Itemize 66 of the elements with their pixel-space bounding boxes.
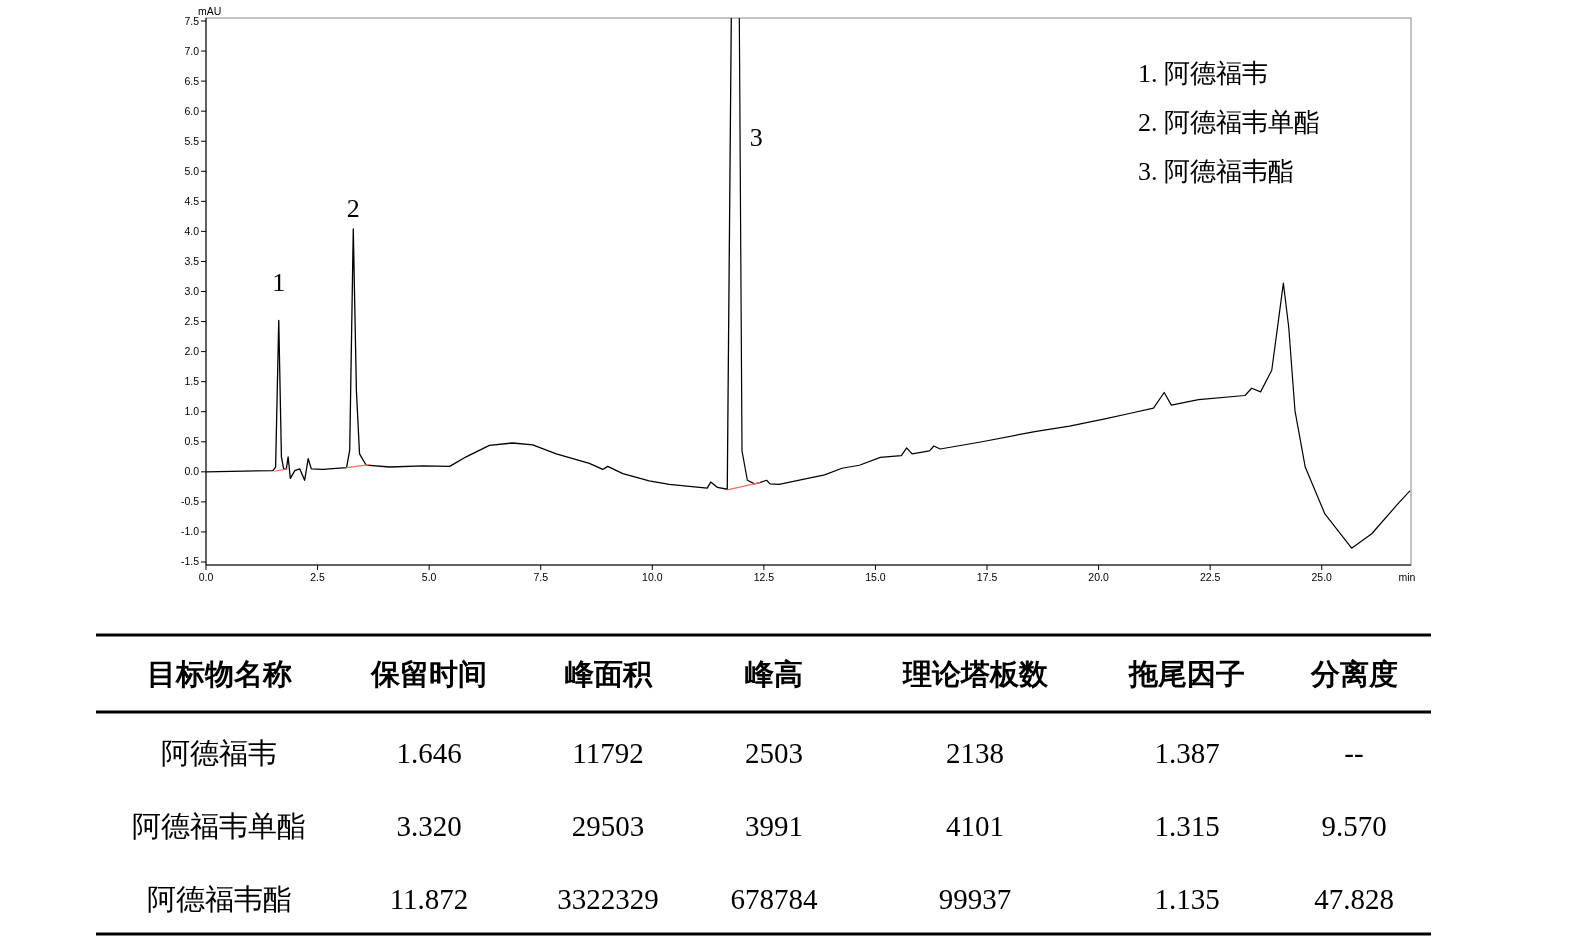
x-tick-label: 拖尾因子 <box>1128 658 1245 690</box>
x-axis-title: min <box>1398 571 1416 583</box>
y-tick-label: 0.5 <box>184 435 200 448</box>
data-label: 11792 <box>572 737 644 769</box>
x-tick-label: 0.0 <box>198 571 214 583</box>
data-label: 29503 <box>571 810 645 842</box>
y-tick-label: 5.0 <box>184 164 200 177</box>
y-tick-label: 7.5 <box>184 14 200 27</box>
y-tick-label: -0.5 <box>180 495 200 508</box>
x-tick-label: 分离度 <box>1309 658 1398 690</box>
y-tick-label: 阿德福韦酯 <box>146 883 292 915</box>
x-tick-label: 10.0 <box>642 571 663 583</box>
y-tick-label: 0.0 <box>184 465 200 478</box>
data-label: 3991 <box>745 810 803 842</box>
x-tick-label: 7.5 <box>533 571 549 583</box>
data-label: 1.135 <box>1154 883 1220 915</box>
y-tick-label: 阿德福韦 <box>161 737 277 769</box>
y-tick-label: 4.5 <box>184 194 200 207</box>
x-tick-label: 5.0 <box>421 571 437 583</box>
data-label: 11.872 <box>389 883 469 915</box>
y-tick-label: -1.5 <box>180 555 200 568</box>
x-tick-label: 12.5 <box>753 571 775 583</box>
annotation: 3 <box>749 123 763 153</box>
x-tick-label: 峰面积 <box>564 658 653 690</box>
y-tick-label: 6.5 <box>184 74 200 87</box>
y-tick-label: 2.0 <box>184 345 200 358</box>
x-tick-label: 峰高 <box>745 658 803 690</box>
x-tick-label: 17.5 <box>976 571 998 583</box>
x-tick-label: 15.0 <box>865 571 886 583</box>
data-label: 1.315 <box>1154 810 1220 842</box>
annotation: 1 <box>272 268 286 298</box>
data-label: 3.320 <box>396 810 462 842</box>
data-label: 1.646 <box>396 737 462 769</box>
y-axis-title: mAU <box>198 5 222 17</box>
data-label: 2138 <box>946 737 1004 769</box>
x-tick-label: 20.0 <box>1088 571 1109 583</box>
x-tick-label: 2.5 <box>310 571 326 583</box>
x-tick-label: 保留时间 <box>370 658 487 690</box>
x-tick-label: 22.5 <box>1199 571 1221 583</box>
data-label: 3322329 <box>557 883 659 915</box>
x-tick-label: 25.0 <box>1311 571 1333 583</box>
annotation: 1. 阿德福韦 <box>1138 59 1268 88</box>
annotation: 2. 阿德福韦单酯 <box>1138 108 1320 137</box>
y-tick-label: 3.5 <box>184 254 200 267</box>
y-tick-label: 1.0 <box>184 405 200 418</box>
y-tick-label: 3.0 <box>184 285 200 297</box>
y-tick-label: 2.5 <box>184 315 200 328</box>
data-label: 2503 <box>745 737 803 769</box>
annotation: 2 <box>346 193 360 223</box>
y-tick-label: 6.0 <box>184 104 200 117</box>
text: -- <box>1344 737 1364 769</box>
annotation: 3. 阿德福韦酯 <box>1138 157 1294 186</box>
data-label: 678784 <box>730 883 818 915</box>
x-tick-label: 理论塔板数 <box>901 658 1049 690</box>
data-label: 4101 <box>946 810 1004 842</box>
y-tick-label: 7.0 <box>184 44 200 57</box>
data-label: 1.387 <box>1154 737 1220 769</box>
y-tick-label: -1.0 <box>180 525 200 538</box>
data-label: 99937 <box>938 883 1012 915</box>
y-tick-label: 阿德福韦单酯 <box>132 810 306 842</box>
y-axis-title: 目标物名称 <box>146 658 292 690</box>
y-tick-label: 4.0 <box>184 224 200 237</box>
y-tick-label: 1.5 <box>184 375 200 388</box>
data-label: 9.570 <box>1321 810 1387 842</box>
data-label: 47.828 <box>1314 883 1394 915</box>
y-tick-label: 5.5 <box>184 134 200 147</box>
